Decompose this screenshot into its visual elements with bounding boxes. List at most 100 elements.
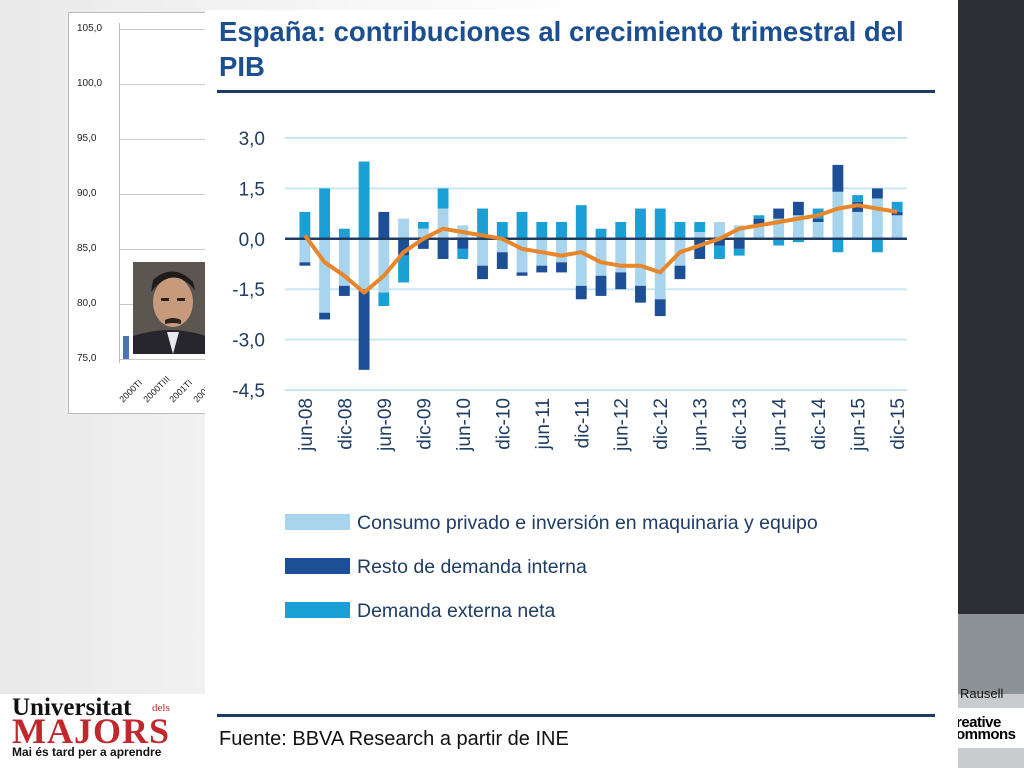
portrait-photo	[133, 262, 206, 354]
university-logo: Universitat dels MAJORS Mai és tard per …	[0, 694, 205, 768]
bg-y-tick: 85,0	[77, 243, 97, 254]
bar	[852, 211, 864, 239]
bar	[891, 201, 903, 212]
bar	[556, 222, 567, 239]
chart-title: España: contribuciones al crecimiento tr…	[219, 16, 904, 82]
bar	[714, 238, 725, 246]
x-tick-label: jun-13	[691, 398, 712, 452]
bar	[398, 255, 410, 283]
bar	[378, 211, 390, 239]
bar	[477, 265, 488, 280]
bg-y-tick: 80,0	[77, 298, 97, 309]
creative-commons-logo: reative ommons	[954, 708, 1024, 748]
bar	[516, 211, 528, 239]
bar	[319, 312, 331, 320]
y-tick-label: 0,0	[239, 230, 265, 251]
x-tick-label: jun-09	[375, 398, 396, 452]
author-name: Rausell	[960, 686, 1004, 701]
bar	[338, 285, 350, 296]
bg-gridline	[119, 84, 209, 85]
side-panel-band	[958, 614, 1024, 694]
bar	[437, 188, 449, 209]
bar	[871, 188, 883, 199]
bar	[556, 238, 567, 263]
x-tick-label: jun-15	[849, 398, 870, 452]
bar	[496, 252, 508, 270]
x-tick-label: jun-08	[296, 398, 317, 452]
cc-logo-line1: reative	[956, 714, 1001, 731]
legend-label: Resto de demanda interna	[357, 556, 587, 578]
bar	[753, 218, 765, 226]
bar	[654, 208, 666, 239]
bar	[575, 205, 587, 239]
bg-y-axis	[119, 23, 120, 363]
bar	[398, 238, 410, 256]
university-logo-dels: dels	[152, 702, 170, 714]
bar	[891, 211, 903, 216]
bar	[477, 238, 488, 266]
bar	[595, 238, 607, 276]
bg-gridline	[119, 359, 209, 360]
bg-y-tick: 100,0	[77, 78, 103, 89]
bg-y-tick: 75,0	[77, 353, 97, 364]
bar	[674, 222, 686, 239]
bar	[792, 215, 804, 239]
y-tick-label: -4,5	[232, 381, 265, 402]
legend-label: Demanda externa neta	[357, 600, 556, 620]
bar	[832, 164, 844, 192]
bar	[832, 191, 844, 239]
bar	[477, 208, 488, 239]
bar	[319, 188, 331, 239]
bar	[812, 218, 824, 222]
x-tick-label: dic-13	[730, 398, 751, 450]
bg-gridline	[119, 139, 209, 140]
bar	[812, 222, 824, 239]
bar	[871, 238, 883, 253]
bar	[378, 292, 390, 306]
bar	[299, 238, 311, 263]
bar	[575, 238, 587, 286]
bar	[358, 238, 370, 290]
bar	[358, 161, 370, 239]
bg-gridline	[119, 194, 209, 195]
x-tick-label: dic-11	[572, 398, 593, 448]
bar	[635, 238, 646, 286]
legend-label: Consumo privado e inversión en maquinari…	[357, 512, 818, 534]
bar	[694, 238, 706, 259]
bg-y-tick: 95,0	[77, 133, 97, 144]
bar	[733, 248, 745, 256]
bar	[832, 238, 844, 253]
x-tick-label: jun-14	[770, 398, 791, 452]
x-tick-label: jun-12	[612, 398, 633, 452]
bg-x-ticks: 2000TI 2000TIII 2001TI 2001TIII	[117, 374, 209, 405]
bar	[417, 228, 429, 239]
bg-y-tick: 90,0	[77, 188, 97, 199]
bar	[635, 208, 646, 239]
bg-x-tick: 2001TI	[167, 378, 194, 405]
bar	[694, 232, 706, 239]
bar	[654, 238, 666, 300]
bar-chart: 3,0 1,5 0,0 -1,5 -3,0 -4,5 jun-08 dic-08 jun-09 d…	[232, 129, 909, 620]
university-logo-tagline: Mai és tard per a aprendre	[12, 745, 162, 759]
bar	[792, 201, 804, 216]
x-tick-label: dic-14	[809, 398, 830, 450]
bar	[496, 222, 508, 239]
x-tick-label: dic-08	[335, 398, 356, 450]
bar	[694, 222, 706, 233]
bar	[516, 238, 528, 273]
bg-bar	[123, 336, 129, 359]
x-tick-label: dic-12	[651, 398, 672, 450]
bar	[556, 262, 567, 273]
legend-swatch	[285, 558, 350, 574]
y-tick-label: -3,0	[232, 331, 265, 352]
bg-x-tick: 2000TI	[117, 378, 144, 405]
bar	[299, 211, 311, 239]
bar	[338, 238, 350, 286]
bg-gridline	[119, 249, 209, 250]
bar	[792, 238, 804, 243]
bar	[674, 265, 686, 280]
x-tick-label: dic-10	[493, 398, 514, 450]
bar	[536, 265, 548, 273]
y-tick-label: -1,5	[232, 280, 265, 301]
bar	[615, 222, 627, 239]
